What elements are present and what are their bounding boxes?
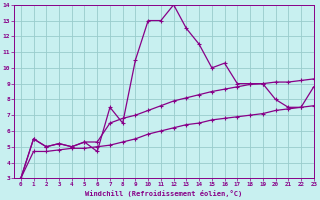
X-axis label: Windchill (Refroidissement éolien,°C): Windchill (Refroidissement éolien,°C): [85, 190, 243, 197]
